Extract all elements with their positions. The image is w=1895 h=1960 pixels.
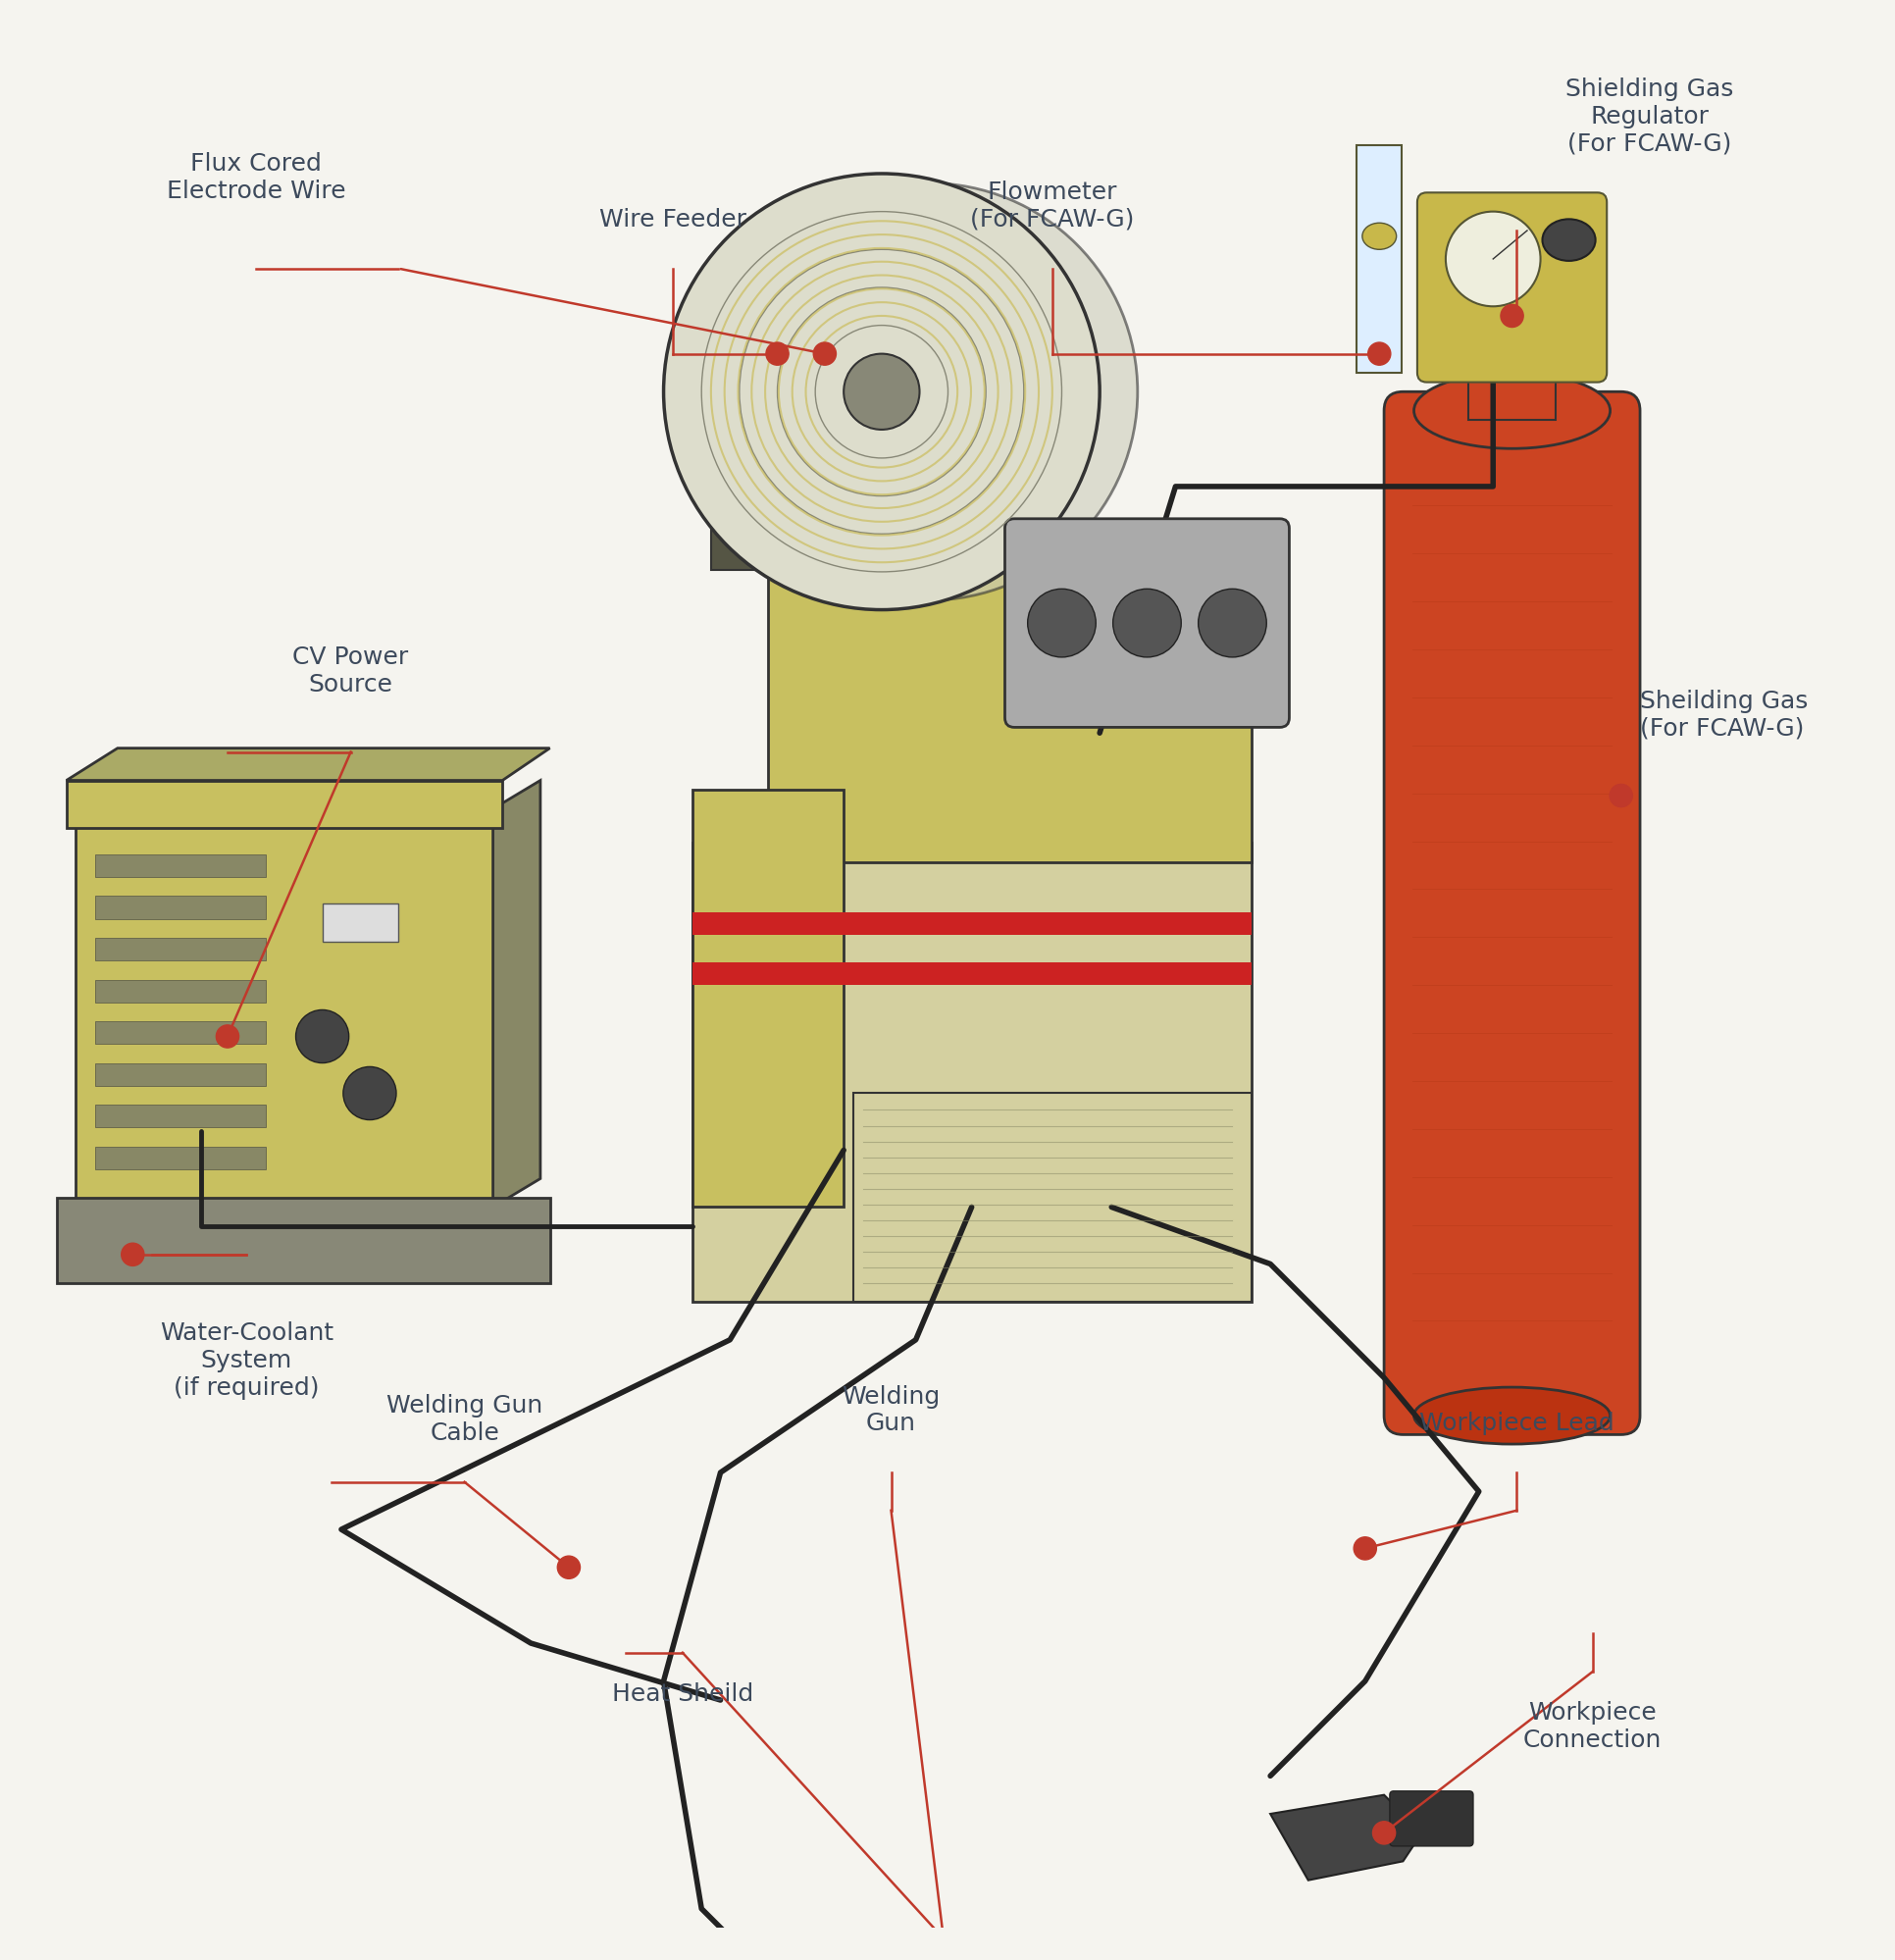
Bar — [1357, 147, 1402, 374]
Text: Water-Coolant
System
(if required): Water-Coolant System (if required) — [159, 1321, 334, 1399]
Bar — [853, 310, 910, 594]
Circle shape — [1609, 784, 1632, 808]
Polygon shape — [66, 749, 550, 780]
Text: Sheilding Gas
(For FCAW-G): Sheilding Gas (For FCAW-G) — [1639, 690, 1808, 741]
Bar — [95, 980, 265, 1004]
Bar — [95, 1105, 265, 1127]
Ellipse shape — [1414, 1388, 1609, 1445]
Circle shape — [343, 1066, 396, 1121]
Text: Wire Feeder: Wire Feeder — [599, 208, 747, 231]
Circle shape — [1444, 212, 1539, 308]
Polygon shape — [1270, 1795, 1421, 1880]
FancyBboxPatch shape — [1417, 194, 1607, 382]
Bar — [95, 896, 265, 919]
Circle shape — [1027, 590, 1095, 659]
Text: CV Power
Source: CV Power Source — [292, 645, 409, 696]
Circle shape — [296, 1009, 349, 1064]
Polygon shape — [493, 780, 540, 1207]
FancyBboxPatch shape — [66, 780, 502, 829]
Text: Shielding Gas
Regulator
(For FCAW-G): Shielding Gas Regulator (For FCAW-G) — [1565, 78, 1732, 155]
Circle shape — [121, 1243, 144, 1266]
FancyBboxPatch shape — [692, 843, 1251, 1301]
Circle shape — [663, 174, 1099, 610]
Bar — [322, 904, 398, 943]
Circle shape — [1112, 590, 1181, 659]
Bar — [95, 939, 265, 960]
Bar — [95, 1064, 265, 1086]
Circle shape — [766, 343, 788, 367]
FancyBboxPatch shape — [767, 570, 1251, 862]
FancyBboxPatch shape — [57, 1198, 550, 1284]
Circle shape — [813, 343, 836, 367]
Circle shape — [1501, 306, 1524, 327]
Bar — [95, 855, 265, 878]
Text: Workpiece Lead: Workpiece Lead — [1419, 1411, 1613, 1435]
Ellipse shape — [1543, 220, 1596, 263]
FancyBboxPatch shape — [1389, 1791, 1472, 1846]
Text: Flux Cored
Electrode Wire: Flux Cored Electrode Wire — [167, 153, 345, 204]
Circle shape — [1372, 1821, 1395, 1844]
FancyBboxPatch shape — [1004, 519, 1289, 727]
Bar — [692, 962, 1251, 986]
Polygon shape — [910, 1946, 1118, 1960]
Text: Workpiece
Connection: Workpiece Connection — [1522, 1699, 1662, 1750]
Bar — [95, 1021, 265, 1045]
Bar — [711, 523, 1232, 570]
FancyBboxPatch shape — [76, 809, 493, 1207]
Bar — [692, 913, 1251, 935]
Text: Flowmeter
(For FCAW-G): Flowmeter (For FCAW-G) — [970, 180, 1133, 231]
Circle shape — [1353, 1537, 1376, 1560]
Text: Heat Sheild: Heat Sheild — [612, 1682, 752, 1705]
Circle shape — [843, 355, 919, 431]
Bar — [853, 1094, 1251, 1301]
Circle shape — [1368, 343, 1391, 367]
Text: Welding
Gun: Welding Gun — [841, 1384, 940, 1435]
Bar — [1469, 335, 1556, 421]
Circle shape — [216, 1025, 239, 1049]
Bar — [95, 1147, 265, 1170]
Circle shape — [1198, 590, 1266, 659]
FancyBboxPatch shape — [1383, 392, 1639, 1435]
Circle shape — [557, 1556, 580, 1580]
Text: Welding Gun
Cable: Welding Gun Cable — [387, 1394, 542, 1445]
Ellipse shape — [1363, 223, 1395, 251]
Ellipse shape — [1414, 374, 1609, 449]
Circle shape — [720, 184, 1137, 602]
FancyBboxPatch shape — [692, 790, 843, 1207]
